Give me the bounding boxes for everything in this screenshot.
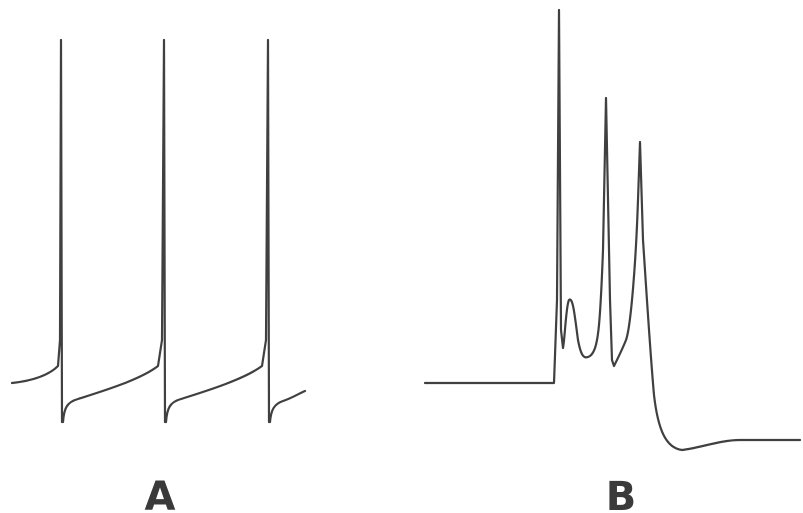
panel-a <box>10 38 307 424</box>
panel-a-trace <box>10 38 307 424</box>
panel-b-trace <box>423 8 802 452</box>
panel-a-label: A <box>145 474 176 513</box>
panel-b <box>423 8 802 452</box>
panel-b-label: B <box>606 474 637 513</box>
